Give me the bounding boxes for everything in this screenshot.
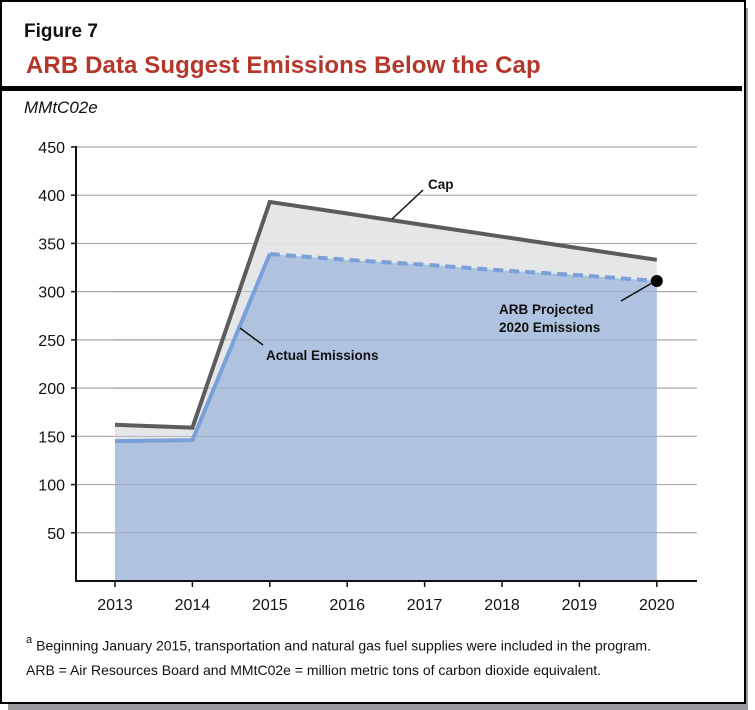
y-tick-label: 350 (38, 236, 65, 253)
cap-line (114, 199, 658, 430)
y-tick-label: 200 (38, 381, 65, 398)
axes (75, 145, 697, 582)
chart-areas (115, 201, 657, 582)
title-divider (0, 86, 742, 91)
projected-emissions-line (269, 252, 657, 284)
footnote-abbreviations: ARB = Air Resources Board and MMtC02e = … (26, 662, 602, 678)
y-tick-label: 150 (38, 429, 65, 446)
y-tick-label: 100 (38, 478, 65, 495)
x-tick-label: 2020 (639, 597, 675, 614)
x-tick-label: 2014 (175, 597, 211, 614)
figure-title: ARB Data Suggest Emissions Below the Cap (26, 52, 541, 79)
y-tick-label: 300 (38, 285, 65, 302)
cap-annotation: Cap (428, 177, 454, 192)
cap-leader-line (391, 189, 424, 220)
footnote-a: a Beginning January 2015, transportation … (26, 634, 651, 654)
y-tick-label: 400 (38, 188, 65, 205)
y-tick-label: 450 (38, 140, 65, 157)
projected-annotation-line1: ARB Projected (499, 302, 594, 317)
x-tick-label: 2013 (97, 597, 133, 614)
x-tick-label: 2019 (562, 597, 598, 614)
projected-annotation-line2: 2020 Emissions (499, 320, 600, 335)
x-tick-label: 2015 (252, 597, 288, 614)
actual-leader-line (239, 327, 264, 346)
x-tick-label: 2018 (484, 597, 520, 614)
x-tick-label: 2017 (407, 597, 443, 614)
actual-annotation: Actual Emissions (266, 348, 379, 363)
x-tick-label: 2016 (329, 597, 365, 614)
projected-2020-marker (650, 275, 663, 288)
annotations: Cap Actual Emissions ARB Projected 2020 … (239, 177, 653, 363)
chart-lines (114, 199, 663, 444)
actual-emissions-line (114, 253, 272, 444)
figure-label: Figure 7 (24, 21, 98, 42)
y-tick-label: 250 (38, 333, 65, 350)
y-axis-units: MMtC02e (24, 98, 98, 117)
y-axis-ticks: 50 100 150 200 250 300 350 400 450 (38, 140, 76, 543)
footnote-marker: a (26, 634, 33, 646)
x-axis-ticks: 2013 2014 2015 2016 2017 2018 2019 2020 (97, 581, 675, 614)
footnote-text: Beginning January 2015, transportation a… (36, 637, 651, 654)
y-tick-label: 50 (47, 526, 65, 543)
projected-leader-line (620, 282, 653, 302)
